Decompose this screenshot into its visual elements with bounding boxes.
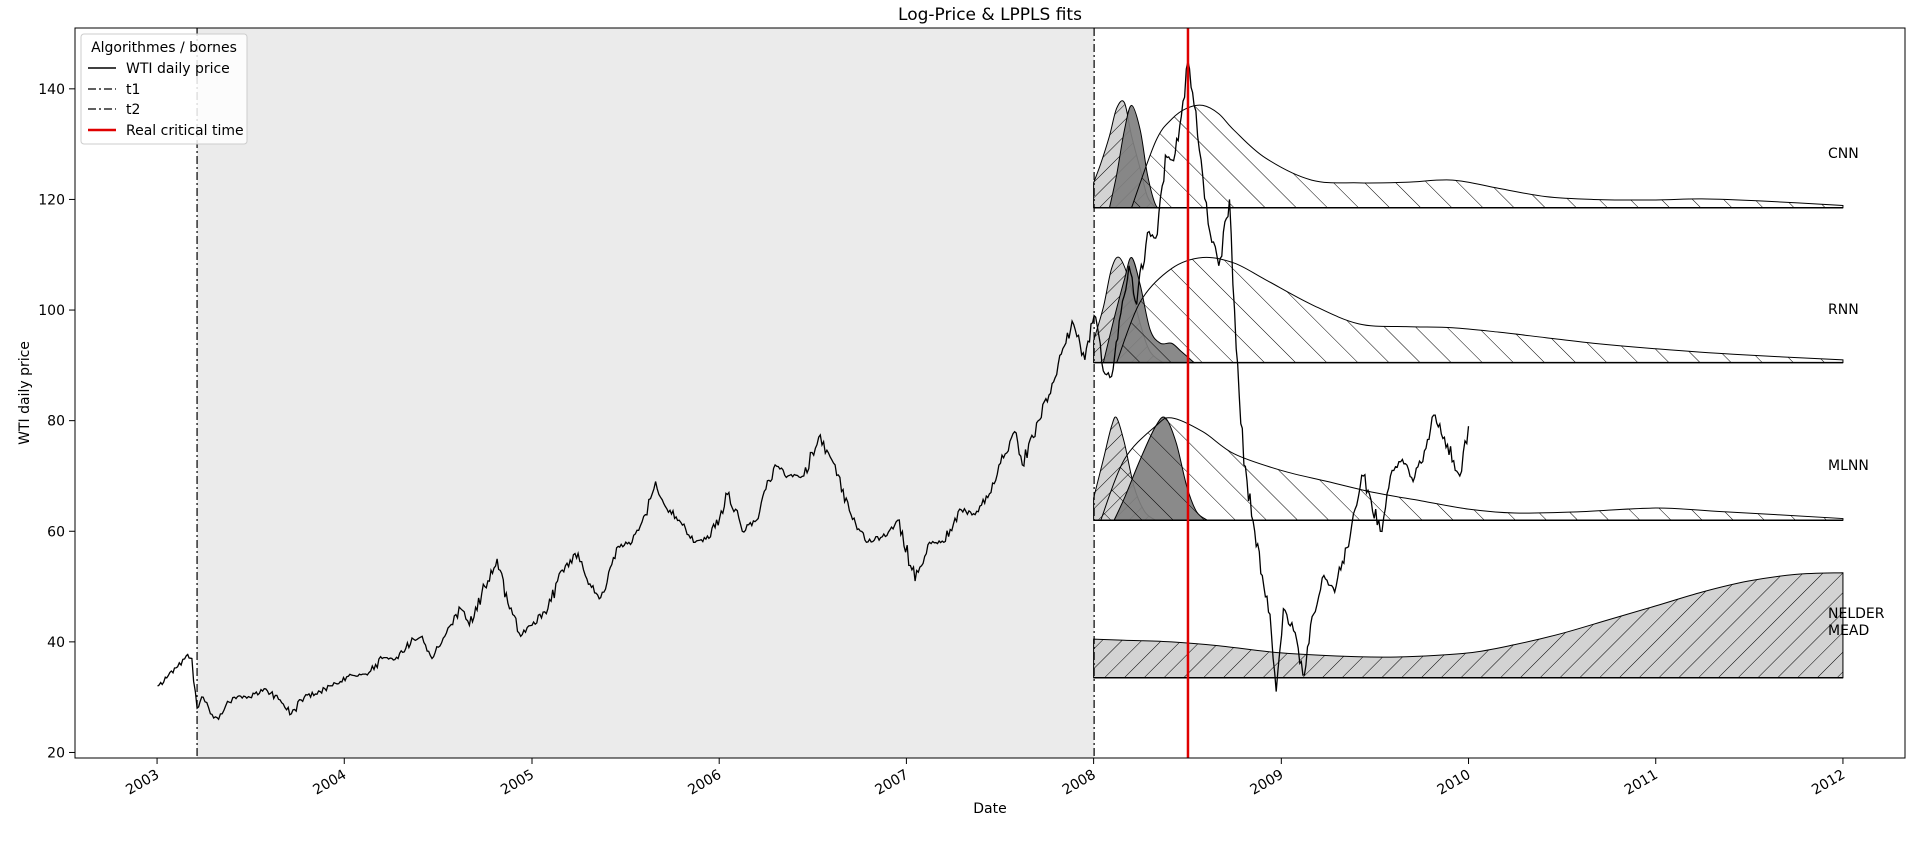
y-tick-label-140: 140 — [38, 82, 65, 98]
fit-label-3-0: NELDER — [1828, 606, 1885, 622]
x-tick-label-2004: 2004 — [310, 767, 349, 799]
y-tick-label-80: 80 — [47, 414, 65, 430]
fit-mlnn — [1093, 416, 1844, 521]
x-tick-label-2007: 2007 — [873, 767, 912, 799]
legend-label-critical: Real critical time — [126, 123, 244, 139]
y-tick-label-60: 60 — [47, 524, 65, 540]
x-tick-label-2005: 2005 — [498, 767, 537, 799]
fit-label-3-1: MEAD — [1828, 623, 1869, 639]
legend-label-t2: t2 — [126, 102, 140, 118]
fit-label-2-0: MLNN — [1828, 458, 1869, 474]
x-tick-label-2006: 2006 — [685, 767, 724, 799]
plot-area — [74, 27, 1906, 759]
window-shade — [197, 28, 1095, 758]
wti-price-line — [157, 61, 1470, 721]
lppls-fits — [1093, 100, 1844, 679]
y-axis: 20 40 60 80 100 120 140 — [38, 82, 75, 761]
legend-label-t1: t1 — [126, 82, 140, 98]
fit-label-1-0: RNN — [1828, 302, 1859, 318]
x-tick-label-2012: 2012 — [1809, 767, 1848, 799]
chart-title: Log-Price & LPPLS fits — [898, 5, 1082, 25]
y-axis-label: WTI daily price — [17, 341, 33, 445]
x-axis: 2003 2004 2005 2006 2007 2008 2009 2010 2011 2012 — [123, 758, 1848, 798]
x-tick-label-2009: 2009 — [1247, 767, 1286, 799]
fit-curve-3-0 — [1093, 572, 1844, 679]
fit-label-0-0: CNN — [1828, 146, 1859, 162]
plot-frame — [74, 27, 1906, 759]
y-tick-label-100: 100 — [38, 303, 65, 319]
x-tick-label-2011: 2011 — [1622, 767, 1661, 799]
y-tick-label-120: 120 — [38, 192, 65, 208]
legend-box — [80, 33, 248, 145]
y-tick-label-40: 40 — [47, 635, 65, 651]
fit-curve-0-2 — [1130, 104, 1844, 209]
x-axis-label: Date — [973, 801, 1006, 817]
x-tick-label-2003: 2003 — [123, 767, 162, 799]
legend-label-price: WTI daily price — [126, 61, 230, 77]
fit-cnn — [1093, 100, 1844, 209]
fit-curve-2-2 — [1100, 417, 1844, 521]
fit-nelder-mead — [1093, 572, 1844, 679]
x-tick-label-2010: 2010 — [1435, 767, 1474, 799]
legend-title: Algorithmes / bornes — [91, 40, 237, 56]
legend: Algorithmes / bornes WTI daily price t1 … — [80, 33, 248, 145]
fit-curve-1-2 — [1115, 256, 1844, 364]
y-tick-label-20: 20 — [47, 745, 65, 761]
fit-rnn — [1093, 256, 1844, 364]
x-tick-label-2008: 2008 — [1060, 767, 1099, 799]
